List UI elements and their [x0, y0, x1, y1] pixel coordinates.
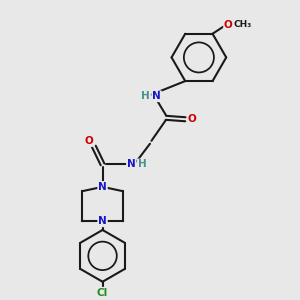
Text: O: O	[188, 114, 197, 124]
Text: N: N	[127, 159, 136, 170]
Text: N: N	[98, 216, 107, 226]
Text: O: O	[224, 20, 233, 30]
Text: N: N	[98, 182, 107, 192]
Text: Cl: Cl	[97, 288, 108, 298]
Text: O: O	[85, 136, 93, 146]
Text: CH₃: CH₃	[234, 20, 252, 29]
Text: H: H	[138, 159, 147, 170]
Text: H: H	[141, 91, 150, 101]
Text: N: N	[152, 91, 161, 101]
